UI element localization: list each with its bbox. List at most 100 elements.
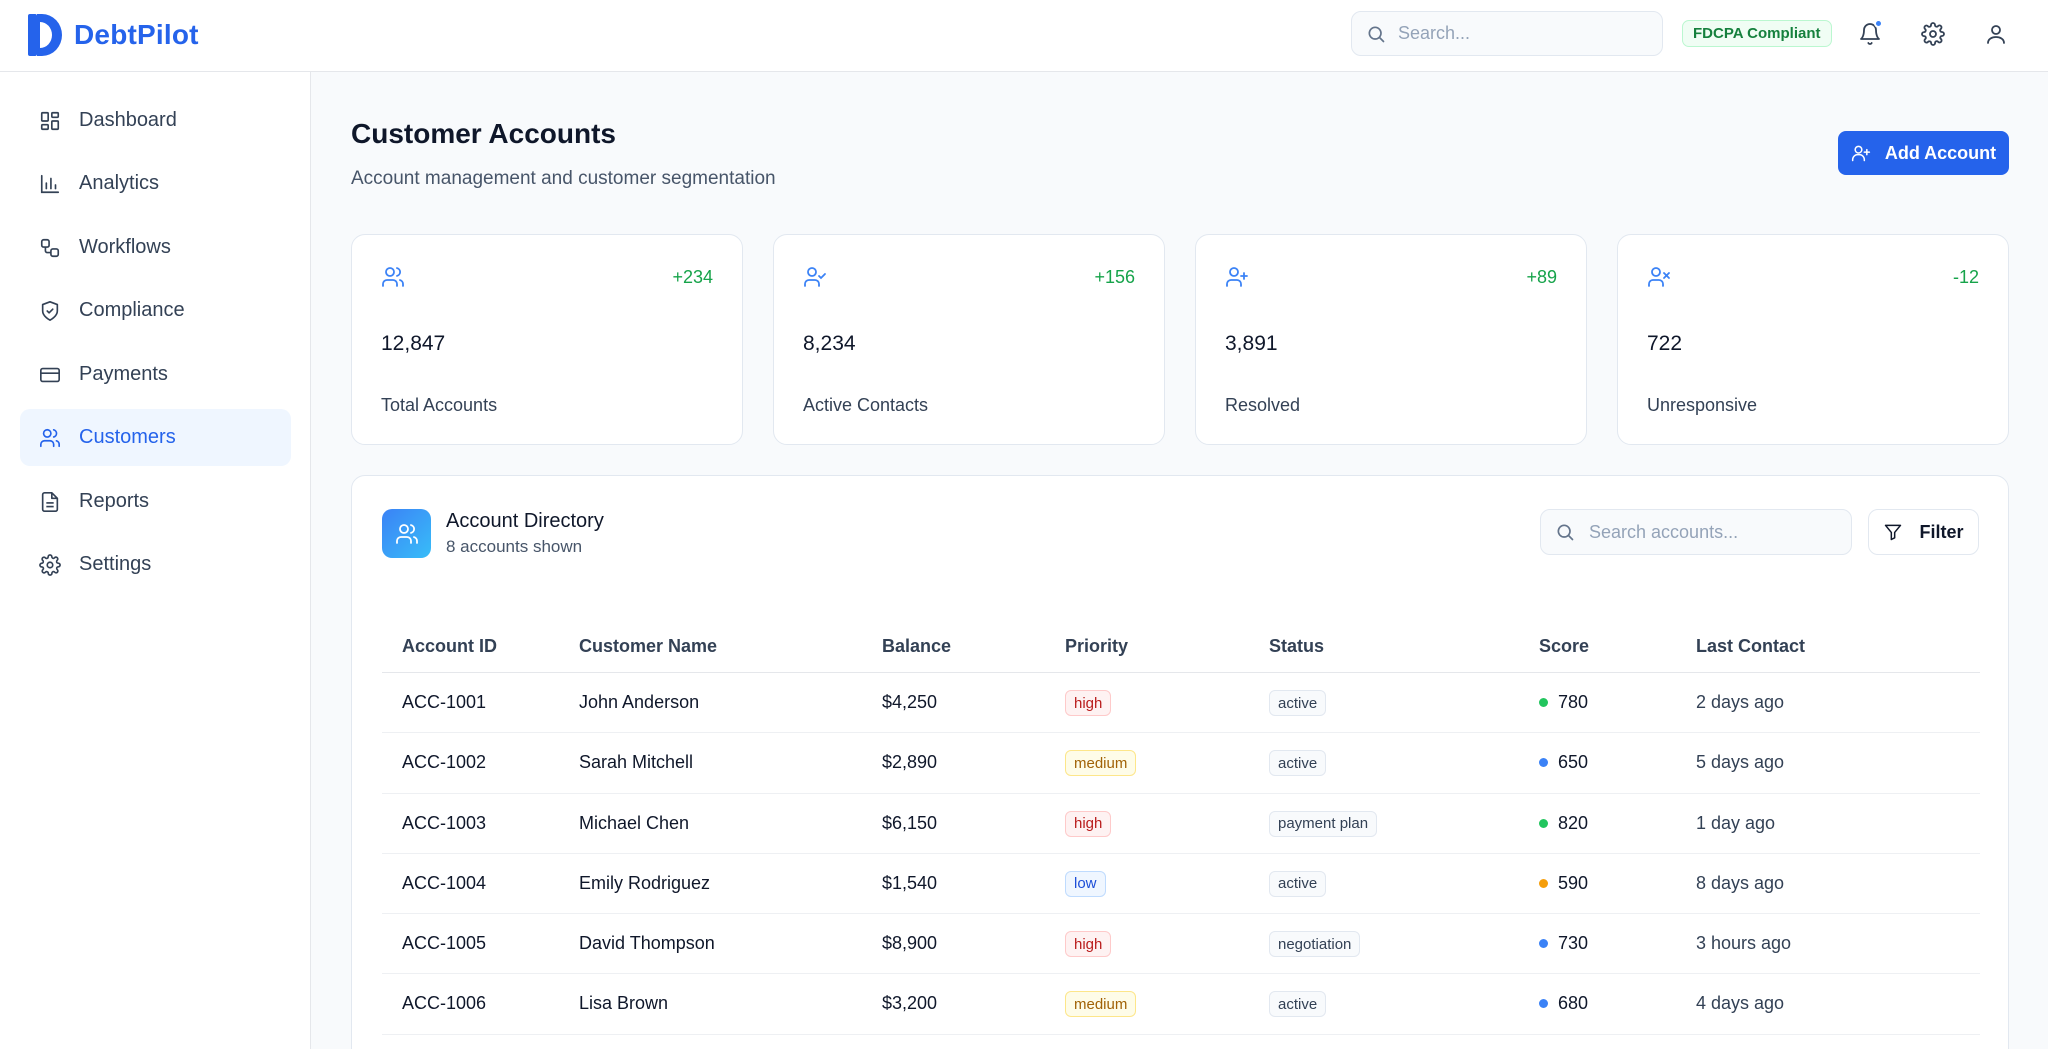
stat-label: Active Contacts [803, 395, 929, 415]
stat-delta: +156 [1094, 267, 1135, 287]
table-row[interactable]: ACC-1003 Michael Chen $6,150 high payment pl… [382, 794, 1980, 854]
account-id: ACC-1006 [402, 993, 487, 1014]
bar-chart-icon [40, 174, 60, 193]
sidebar-item-label: Analytics [79, 172, 160, 194]
accounts-table: Account ID Customer Name Balance Priorit… [382, 626, 1980, 1035]
stat-delta: -12 [1952, 267, 1979, 287]
account-id: ACC-1003 [402, 812, 487, 833]
logo[interactable]: DebtPilot [28, 14, 199, 56]
user-profile-button[interactable] [1978, 16, 2014, 52]
score-value: 590 [1558, 872, 1589, 893]
priority-badge: low [1065, 870, 1106, 897]
score: 650 [1539, 752, 1588, 773]
stat-delta: +89 [1526, 267, 1557, 287]
sidebar-item-label: Customers [79, 426, 176, 448]
score-indicator [1539, 758, 1548, 768]
priority-badge: high [1065, 810, 1112, 837]
directory-title: Account Directory [446, 510, 604, 532]
column-header[interactable]: Score [1539, 636, 1590, 656]
score: 730 [1539, 933, 1588, 954]
sidebar-item-customers[interactable]: Customers [20, 409, 291, 466]
directory-count: 8 accounts shown [446, 537, 583, 556]
filter-label: Filter [1919, 521, 1964, 542]
stat-value: 3,891 [1225, 332, 1278, 355]
search-input[interactable] [1398, 23, 1638, 44]
customer-name: Emily Rodriguez [579, 872, 711, 893]
sidebar-item-label: Payments [79, 363, 168, 385]
stat-card-total-accounts: +234 12,847 Total Accounts [351, 234, 743, 445]
customer-name: John Anderson [579, 692, 700, 712]
last-contact: 3 hours ago [1696, 933, 1792, 954]
sidebar-item-compliance[interactable]: Compliance [20, 282, 291, 339]
stat-value: 8,234 [803, 332, 856, 355]
users-icon [382, 267, 404, 287]
customer-name: Michael Chen [579, 812, 690, 833]
account-search[interactable] [1540, 509, 1852, 555]
credit-card-icon [40, 367, 60, 382]
priority-badge: medium [1065, 750, 1137, 777]
column-header[interactable]: Balance [882, 636, 952, 656]
stat-card-unresponsive: -12 722 Unresponsive [1617, 234, 2009, 445]
page-subtitle: Account management and customer segmenta… [351, 168, 776, 189]
users-icon [40, 428, 60, 447]
score-indicator [1539, 698, 1548, 707]
sidebar-item-reports[interactable]: Reports [20, 473, 291, 530]
last-contact: 8 days ago [1696, 872, 1785, 893]
column-header[interactable]: Account ID [402, 636, 498, 656]
users-icon [395, 523, 418, 544]
column-header[interactable]: Status [1269, 636, 1325, 656]
add-account-button[interactable]: Add Account [1838, 131, 2009, 175]
status-badge: active [1269, 870, 1327, 897]
status-badge: active [1269, 750, 1327, 777]
column-header[interactable]: Priority [1065, 636, 1129, 656]
user-x-icon [1648, 267, 1670, 287]
table-row[interactable]: ACC-1004 Emily Rodriguez $1,540 low active 59… [382, 854, 1980, 915]
stat-label: Resolved [1225, 395, 1301, 415]
sidebar-item-dashboard[interactable]: Dashboard [20, 92, 291, 149]
account-search-input[interactable] [1589, 521, 1829, 543]
stat-card-resolved: +89 3,891 Resolved [1195, 234, 1587, 445]
file-text-icon [41, 491, 59, 512]
add-account-label: Add Account [1884, 142, 1997, 163]
workflow-icon [40, 238, 60, 257]
balance: $1,540 [882, 872, 938, 893]
stat-delta: +234 [672, 267, 713, 287]
bell-icon [1860, 23, 1880, 45]
sidebar-item-payments[interactable]: Payments [20, 346, 291, 403]
gear-icon [39, 553, 61, 576]
priority-badge: medium [1065, 991, 1137, 1018]
last-contact: 5 days ago [1696, 752, 1785, 773]
notifications-button[interactable] [1852, 16, 1888, 52]
sidebar-item-label: Settings [79, 553, 152, 575]
stat-label: Total Accounts [381, 395, 498, 415]
last-contact: 1 day ago [1696, 812, 1776, 833]
table-row[interactable]: ACC-1005 David Thompson $8,900 high negotiat… [382, 914, 1980, 975]
column-header[interactable]: Last Contact [1696, 636, 1806, 656]
sidebar-item-settings[interactable]: Settings [20, 536, 291, 593]
sidebar-item-label: Dashboard [79, 109, 177, 131]
sidebar-item-label: Workflows [79, 236, 171, 258]
settings-button[interactable] [1915, 16, 1951, 52]
column-header[interactable]: Customer Name [579, 636, 718, 656]
top-bar: DebtPilot FDCPA Compliant [0, 0, 2048, 72]
score-value: 730 [1558, 933, 1589, 954]
sidebar-item-label: Reports [79, 490, 150, 512]
customer-name: Lisa Brown [579, 993, 669, 1014]
customer-name: David Thompson [579, 933, 715, 954]
sidebar-item-label: Compliance [79, 299, 185, 321]
global-search[interactable] [1351, 11, 1663, 56]
account-id: ACC-1001 [402, 692, 487, 712]
table-row[interactable]: ACC-1002 Sarah Mitchell $2,890 medium active… [382, 733, 1980, 794]
filter-button[interactable]: Filter [1868, 509, 1979, 555]
score-value: 650 [1558, 752, 1589, 773]
score-value: 820 [1558, 812, 1589, 833]
sidebar-item-analytics[interactable]: Analytics [20, 155, 291, 212]
user-plus-icon [1851, 145, 1870, 162]
table-row[interactable]: ACC-1006 Lisa Brown $3,200 medium active 680 4… [382, 974, 1980, 1035]
table-header: Account ID Customer Name Balance Priorit… [382, 626, 1980, 673]
score-indicator [1539, 999, 1548, 1009]
sidebar-item-workflows[interactable]: Workflows [20, 219, 291, 276]
gear-icon [1921, 22, 1945, 46]
table-row[interactable]: ACC-1001 John Anderson $4,250 high active 780… [382, 673, 1980, 734]
logo-icon [28, 14, 62, 56]
